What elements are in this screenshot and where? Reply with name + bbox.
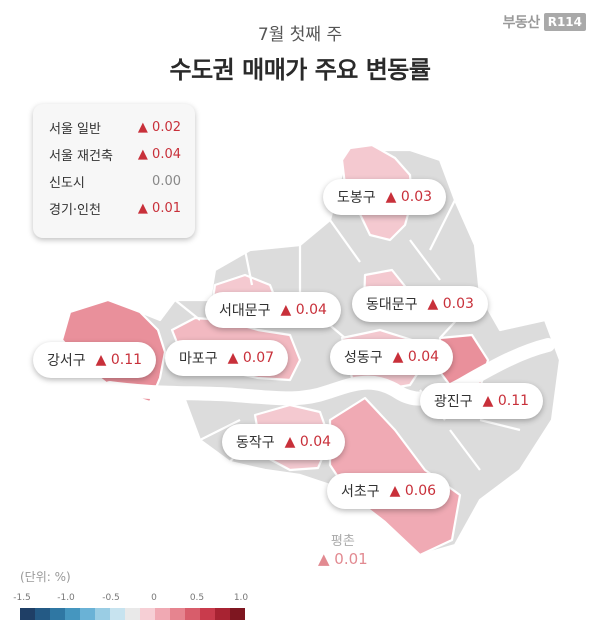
legend-color-scale	[20, 608, 245, 620]
legend-color-cell	[155, 608, 170, 620]
summary-label: 서울 일반	[49, 122, 101, 137]
page-title: 수도권 매매가 주요 변동률	[169, 56, 431, 84]
summary-label: 서울 재건축	[49, 149, 113, 164]
summary-row-seoul-reconstruction: 서울 재건축 ▲ 0.04	[33, 141, 195, 168]
legend-tick: 0.5	[189, 593, 205, 603]
district-value: ▲ 0.11	[95, 352, 143, 368]
callout-seodaemun: 서대문구 ▲ 0.04	[205, 292, 341, 328]
callout-seocho: 서초구 ▲ 0.06	[327, 473, 451, 509]
summary-value: 0.00	[152, 174, 181, 189]
legend-color-cell	[50, 608, 65, 620]
summary-value: ▲ 0.04	[137, 147, 181, 162]
district-name: 도봉구	[337, 190, 376, 206]
legend-tick: 1.0	[233, 593, 249, 603]
district-name: 동작구	[236, 435, 275, 451]
legend-color-cell	[110, 608, 125, 620]
callout-gangseo: 강서구 ▲ 0.11	[33, 342, 157, 378]
subtitle: 7월 첫째 주	[257, 25, 343, 45]
callout-dongjak: 동작구 ▲ 0.04	[222, 424, 346, 460]
callout-mapo: 마포구 ▲ 0.07	[165, 340, 289, 376]
district-name: 성동구	[344, 350, 383, 366]
legend-color-cell	[215, 608, 230, 620]
summary-box: 서울 일반 ▲ 0.02 서울 재건축 ▲ 0.04 신도시 0.00 경기·인…	[33, 104, 195, 238]
district-value: ▲ 0.04	[392, 349, 440, 365]
callout-gwangjin: 광진구 ▲ 0.11	[420, 383, 544, 419]
legend-tick: 0	[151, 593, 157, 603]
callout-seongdong: 성동구 ▲ 0.04	[330, 339, 454, 375]
brand-box: R114	[543, 13, 586, 31]
callout-dobong: 도봉구 ▲ 0.03	[323, 179, 447, 215]
summary-label: 신도시	[49, 176, 85, 191]
legend-color-cell	[185, 608, 200, 620]
district-name: 동대문구	[366, 297, 418, 313]
summary-label: 경기·인천	[49, 203, 101, 218]
summary-value: ▲ 0.01	[137, 201, 181, 216]
legend-color-cell	[125, 608, 140, 620]
legend-color-cell	[95, 608, 110, 620]
callout-dongdaemun: 동대문구 ▲ 0.03	[352, 286, 488, 322]
han-river	[103, 338, 555, 406]
brand-text: 부동산	[502, 15, 541, 31]
summary-row-new-town: 신도시 0.00	[33, 168, 195, 195]
pyeongchon-name: 평촌	[330, 534, 355, 549]
district-name: 마포구	[179, 351, 218, 367]
legend-ticks: -1.5 -1.0 -0.5 0 0.5 1.0	[0, 593, 600, 607]
brand-logo: 부동산 R114	[503, 12, 586, 32]
legend-tick: -0.5	[102, 593, 120, 603]
district-value: ▲ 0.06	[389, 483, 437, 499]
legend-color-cell	[65, 608, 80, 620]
district-value: ▲ 0.11	[482, 393, 530, 409]
district-name: 강서구	[47, 353, 86, 369]
legend-color-cell	[35, 608, 50, 620]
legend-color-cell	[200, 608, 215, 620]
legend-tick: -1.5	[13, 593, 31, 603]
district-name: 광진구	[434, 394, 473, 410]
summary-row-gyeonggi-incheon: 경기·인천 ▲ 0.01	[33, 195, 195, 222]
legend-color-cell	[140, 608, 155, 620]
summary-value: ▲ 0.02	[137, 120, 181, 135]
legend-color-cell	[20, 608, 35, 620]
legend-color-cell	[230, 608, 245, 620]
legend-unit: (단위: %)	[20, 570, 71, 584]
legend-tick: -1.0	[57, 593, 75, 603]
district-value: ▲ 0.03	[385, 189, 433, 205]
pyeongchon-value: ▲ 0.01	[318, 550, 368, 568]
pyeongchon-label: 평촌 ▲ 0.01	[318, 530, 368, 568]
legend-color-cell	[170, 608, 185, 620]
district-value: ▲ 0.03	[427, 296, 474, 312]
district-name: 서대문구	[219, 303, 271, 319]
district-value: ▲ 0.07	[227, 350, 275, 366]
district-value: ▲ 0.04	[280, 302, 327, 318]
legend-color-cell	[80, 608, 95, 620]
district-value: ▲ 0.04	[284, 434, 332, 450]
district-name: 서초구	[341, 484, 380, 500]
summary-row-seoul-general: 서울 일반 ▲ 0.02	[33, 114, 195, 141]
